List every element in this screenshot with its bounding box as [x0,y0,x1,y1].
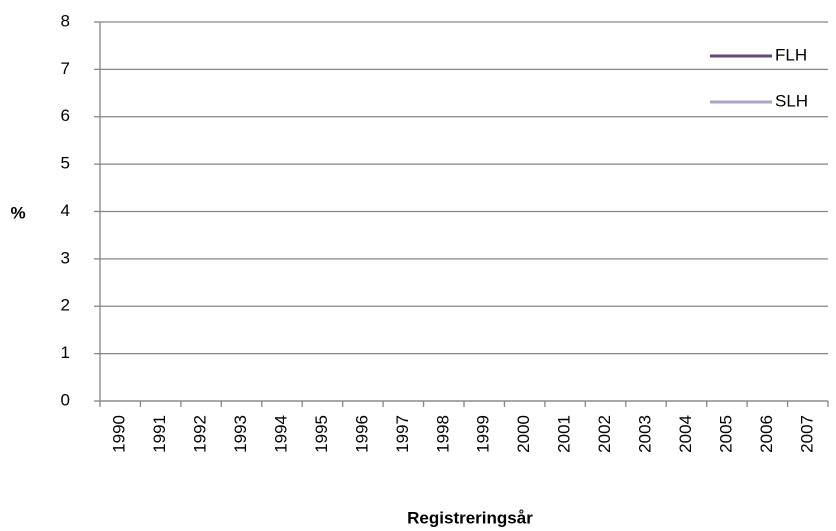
y-tick-label: 0 [61,390,70,409]
x-tick-label: 2000 [514,415,533,453]
legend-label: SLH [775,91,808,110]
y-tick-label: 8 [61,11,70,30]
x-tick-label: 2005 [716,415,735,453]
x-axis-label: Registreringsår [407,508,533,527]
legend-label: FLH [775,45,807,64]
x-tick-label: 2001 [555,415,574,453]
y-axis-label: % [10,203,25,222]
x-tick-label: 1998 [433,415,452,453]
x-tick-label: 1991 [150,415,169,453]
x-tick-label: 2006 [757,415,776,453]
y-tick-label: 6 [61,106,70,125]
y-tick-label: 1 [61,343,70,362]
x-tick-label: 2003 [635,415,654,453]
y-tick-label: 4 [61,201,70,220]
x-tick-label: 1992 [191,415,210,453]
x-tick-label: 1996 [352,415,371,453]
x-tick-label: 1995 [312,415,331,453]
y-tick-label: 5 [61,154,70,173]
x-tick-label: 1994 [271,415,290,453]
x-tick-label: 2002 [595,415,614,453]
y-tick-label: 7 [61,59,70,78]
y-tick-label: 3 [61,248,70,267]
x-tick-label: 1999 [474,415,493,453]
x-tick-label: 1993 [231,415,250,453]
x-tick-label: 2007 [797,415,816,453]
x-tick-label: 2004 [676,415,695,453]
x-tick-label: 1990 [110,415,129,453]
x-tick-label: 1997 [393,415,412,453]
y-tick-label: 2 [61,296,70,315]
